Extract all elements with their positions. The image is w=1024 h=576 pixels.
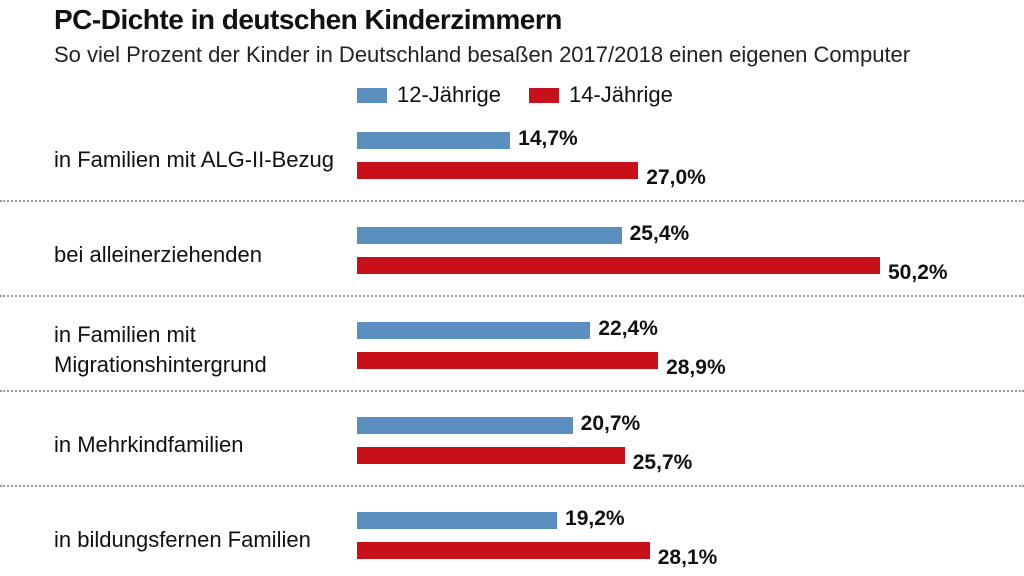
- value-label: 20,7%: [580, 412, 641, 435]
- legend: 12-Jährige 14-Jährige: [357, 82, 701, 108]
- legend-swatch-14: [528, 87, 559, 103]
- legend-entry-14: 14-Jährige: [528, 82, 673, 108]
- category-label: in Mehrkindfamilien: [54, 432, 244, 457]
- category-label: in Familien mit: [54, 322, 196, 347]
- group-divider: [0, 485, 1024, 487]
- bar-14: [357, 542, 650, 559]
- bar-14: [357, 257, 880, 274]
- group-divider: [0, 200, 1024, 202]
- bar-12: [357, 132, 511, 149]
- group-divider: [0, 295, 1024, 297]
- bar-12: [357, 322, 591, 339]
- value-label: 28,9%: [666, 356, 726, 379]
- bar-12: [357, 512, 558, 529]
- bar-12: [357, 417, 573, 434]
- category-label: in bildungsfernen Familien: [54, 527, 311, 552]
- legend-label-12: 12-Jährige: [397, 82, 501, 107]
- value-label: 27,0%: [646, 166, 706, 189]
- category-label: bei alleinerziehenden: [54, 242, 262, 267]
- category-label: Migrationshintergrund: [54, 352, 267, 377]
- value-label: 25,7%: [632, 451, 693, 474]
- value-label: 28,1%: [657, 546, 718, 569]
- value-label: 50,2%: [888, 261, 948, 284]
- chart-subtitle: So viel Prozent der Kinder in Deutschlan…: [54, 42, 911, 67]
- legend-swatch-12: [357, 87, 387, 103]
- legend-label-14: 14-Jährige: [568, 82, 673, 107]
- bar-14: [357, 447, 625, 464]
- group-divider: [0, 390, 1024, 392]
- bar-14: [357, 162, 639, 179]
- chart-title: PC-Dichte in deutschen Kinderzimmern: [54, 4, 562, 35]
- bar-14: [357, 352, 659, 369]
- value-label: 22,4%: [598, 317, 658, 340]
- bar-12: [357, 227, 622, 244]
- legend-entry-12: 12-Jährige: [357, 82, 501, 108]
- value-label: 14,7%: [518, 127, 578, 150]
- category-label: in Familien mit ALG-II-Bezug: [54, 147, 334, 172]
- value-label: 25,4%: [629, 222, 690, 245]
- value-label: 19,2%: [565, 507, 625, 530]
